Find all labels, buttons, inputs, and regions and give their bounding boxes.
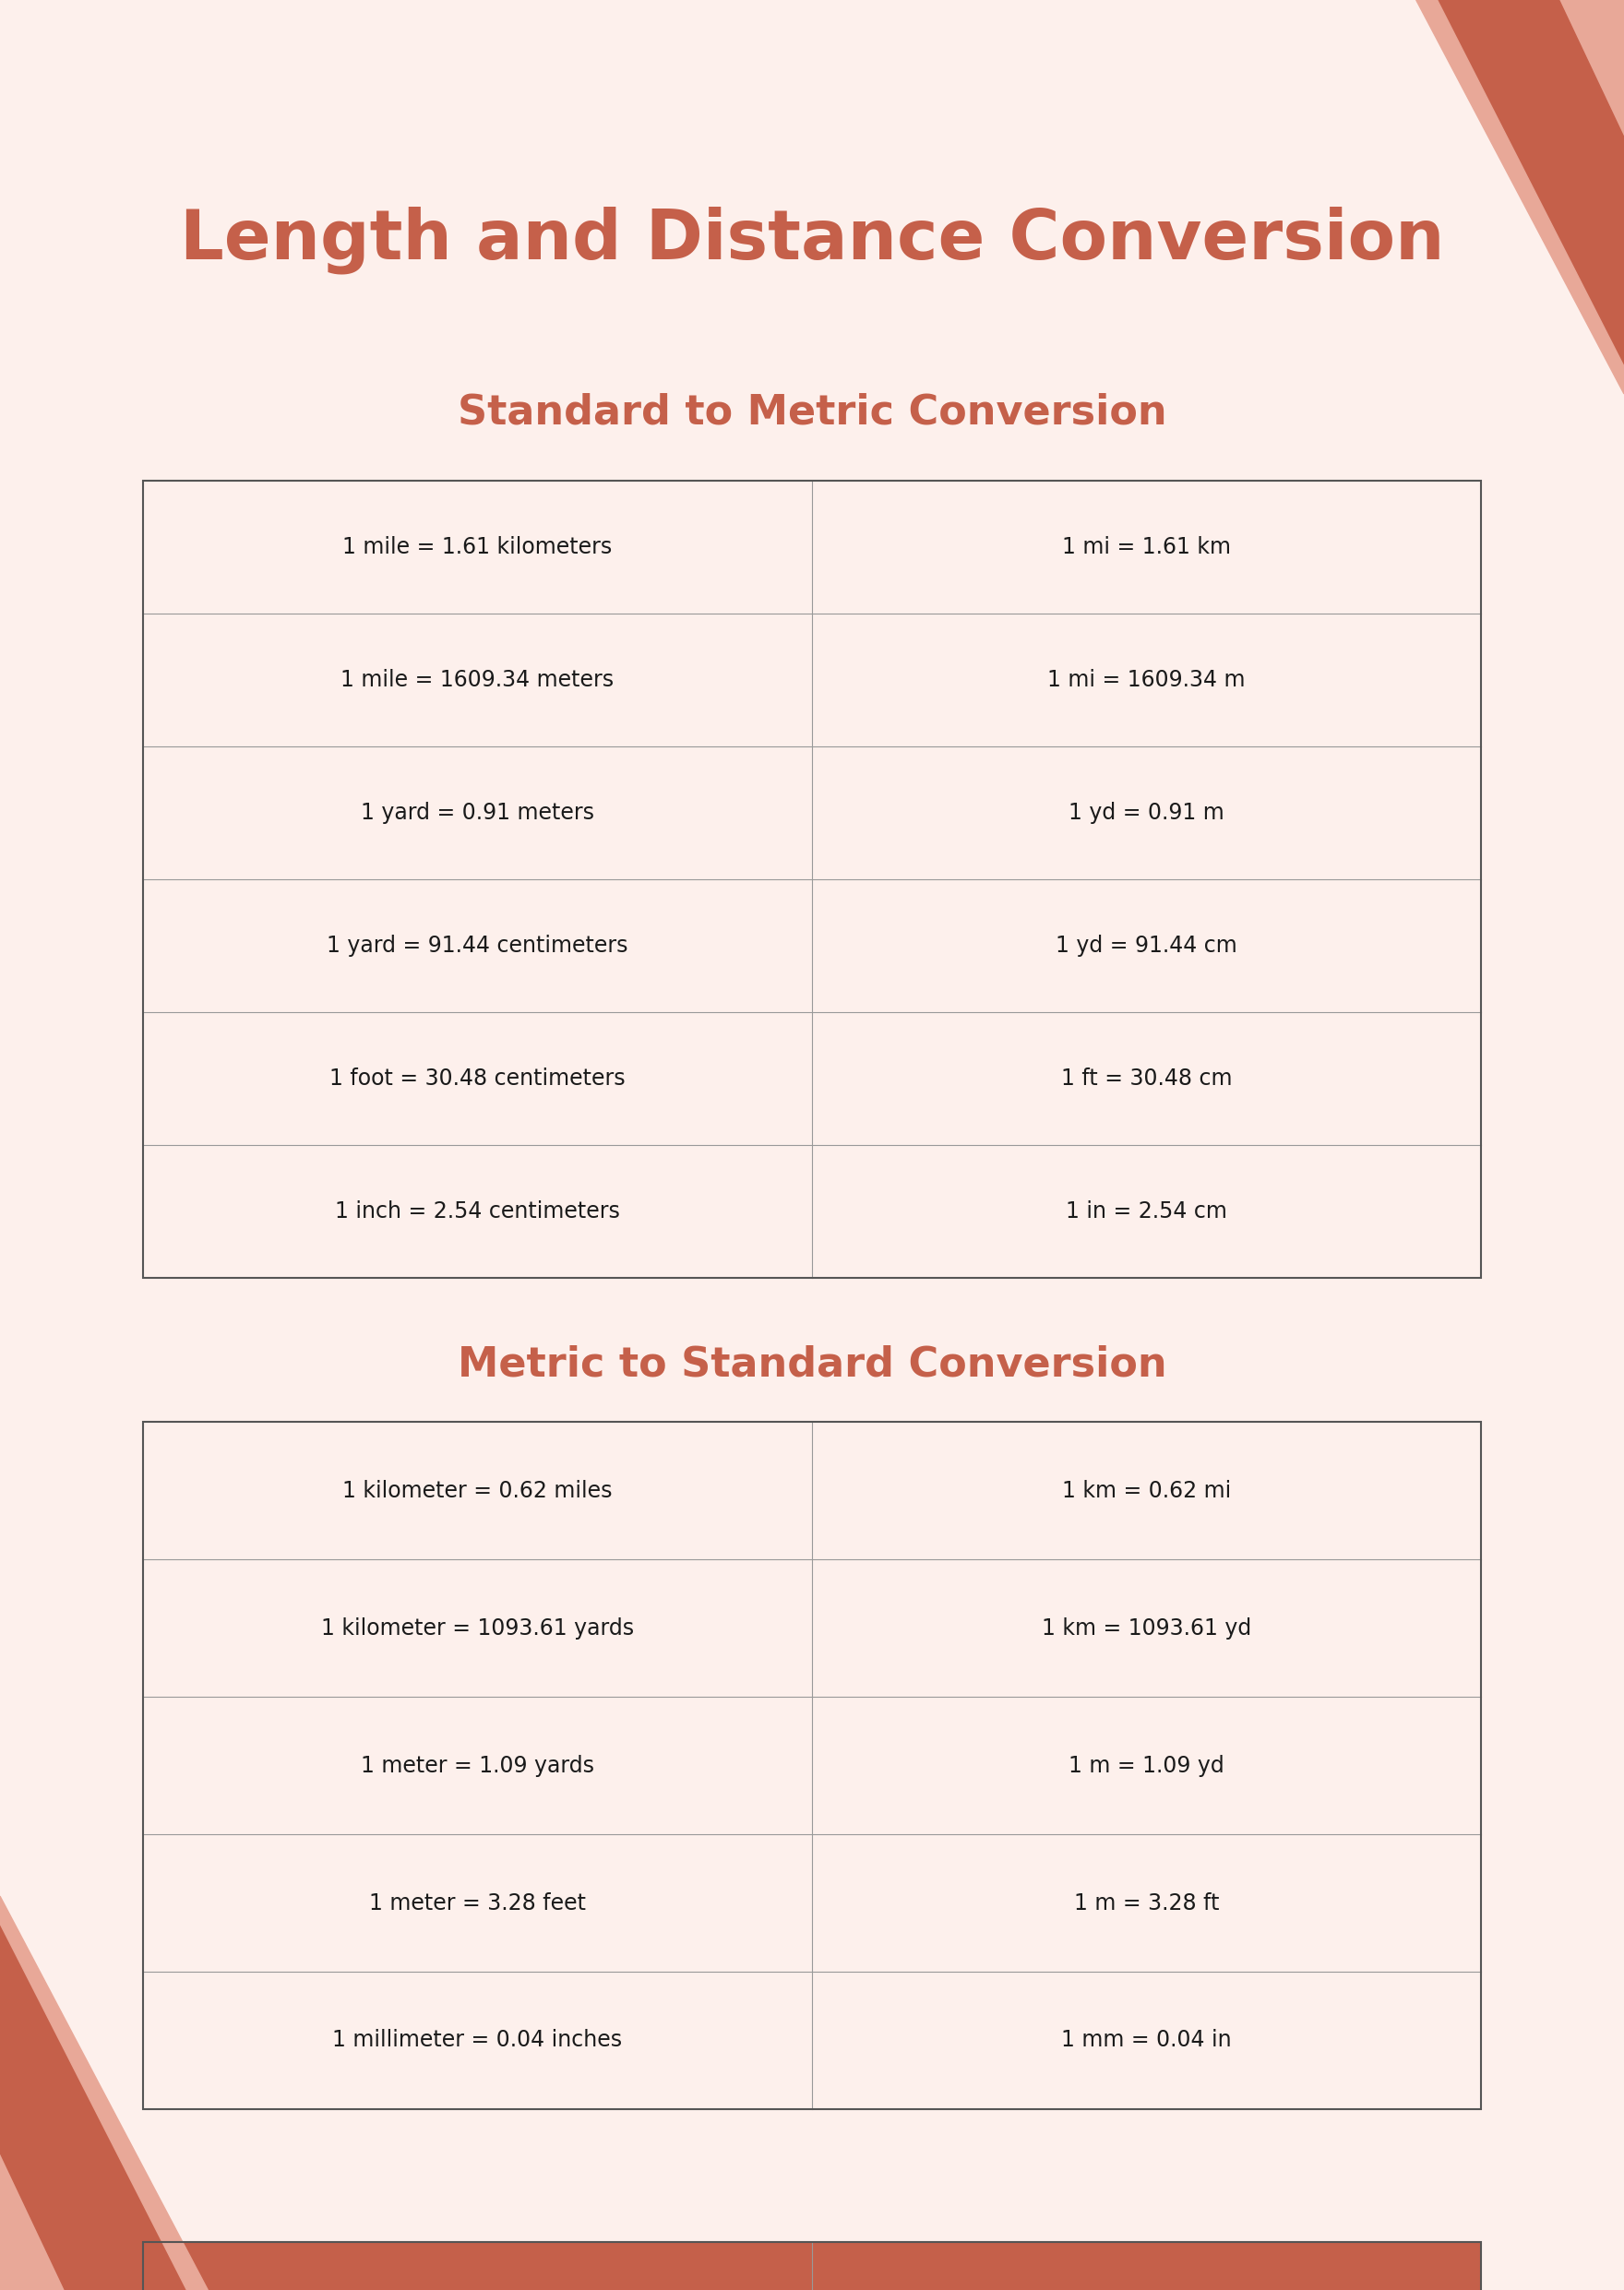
Text: 1 km = 0.62 mi: 1 km = 0.62 mi: [1062, 1479, 1231, 1502]
Text: 1 m = 1.09 yd: 1 m = 1.09 yd: [1069, 1754, 1224, 1777]
Text: 1 yard = 91.44 centimeters: 1 yard = 91.44 centimeters: [326, 934, 628, 957]
Text: Metric to Standard Conversion: Metric to Standard Conversion: [458, 1344, 1166, 1385]
Text: 1 m = 3.28 ft: 1 m = 3.28 ft: [1073, 1892, 1220, 1914]
Bar: [143, 747, 1481, 879]
Bar: [143, 1422, 1481, 1559]
Text: Length and Distance Conversion: Length and Distance Conversion: [180, 206, 1444, 275]
Bar: [143, 1559, 1481, 1697]
Text: 1 yd = 91.44 cm: 1 yd = 91.44 cm: [1056, 934, 1237, 957]
Text: 1 foot = 30.48 centimeters: 1 foot = 30.48 centimeters: [330, 1067, 625, 1090]
Text: 1 mi = 1609.34 m: 1 mi = 1609.34 m: [1047, 669, 1246, 692]
Text: 1 yard = 0.91 meters: 1 yard = 0.91 meters: [361, 802, 594, 824]
Bar: [143, 1972, 1481, 2109]
Text: 1 mile = 1.61 kilometers: 1 mile = 1.61 kilometers: [343, 536, 612, 559]
Text: 1 yd = 0.91 m: 1 yd = 0.91 m: [1069, 802, 1224, 824]
Bar: [143, 1834, 1481, 1972]
Bar: [143, 481, 1481, 614]
Bar: [143, 1012, 1481, 1145]
Text: 1 millimeter = 0.04 inches: 1 millimeter = 0.04 inches: [333, 2029, 622, 2052]
Text: 1 mile = 1609.34 meters: 1 mile = 1609.34 meters: [341, 669, 614, 692]
Text: 1 kilometer = 1093.61 yards: 1 kilometer = 1093.61 yards: [322, 1617, 633, 1640]
Bar: [143, 2242, 1481, 2290]
Polygon shape: [1559, 0, 1624, 137]
Text: 1 meter = 3.28 feet: 1 meter = 3.28 feet: [369, 1892, 586, 1914]
Bar: [143, 879, 1481, 1012]
Polygon shape: [0, 1924, 187, 2290]
Polygon shape: [1437, 0, 1624, 366]
Polygon shape: [1416, 0, 1624, 394]
Bar: [143, 1697, 1481, 1834]
Bar: [143, 1145, 1481, 1278]
Text: 1 ft = 30.48 cm: 1 ft = 30.48 cm: [1060, 1067, 1233, 1090]
Bar: [143, 1422, 1481, 2109]
Bar: [143, 2242, 1481, 2290]
Text: 1 mm = 0.04 in: 1 mm = 0.04 in: [1062, 2029, 1231, 2052]
Text: 1 km = 1093.61 yd: 1 km = 1093.61 yd: [1041, 1617, 1252, 1640]
Text: 1 inch = 2.54 centimeters: 1 inch = 2.54 centimeters: [335, 1200, 620, 1223]
Text: 1 mi = 1.61 km: 1 mi = 1.61 km: [1062, 536, 1231, 559]
Polygon shape: [0, 2153, 65, 2290]
Bar: [143, 481, 1481, 1278]
Bar: [143, 614, 1481, 747]
Bar: [143, 481, 1481, 1278]
Bar: [143, 1422, 1481, 2109]
Text: 1 kilometer = 0.62 miles: 1 kilometer = 0.62 miles: [343, 1479, 612, 1502]
Text: Standard to Metric Conversion: Standard to Metric Conversion: [458, 392, 1166, 433]
Text: 1 meter = 1.09 yards: 1 meter = 1.09 yards: [361, 1754, 594, 1777]
Polygon shape: [0, 1896, 208, 2290]
Bar: [143, 2242, 1481, 2290]
Text: 1 in = 2.54 cm: 1 in = 2.54 cm: [1065, 1200, 1228, 1223]
